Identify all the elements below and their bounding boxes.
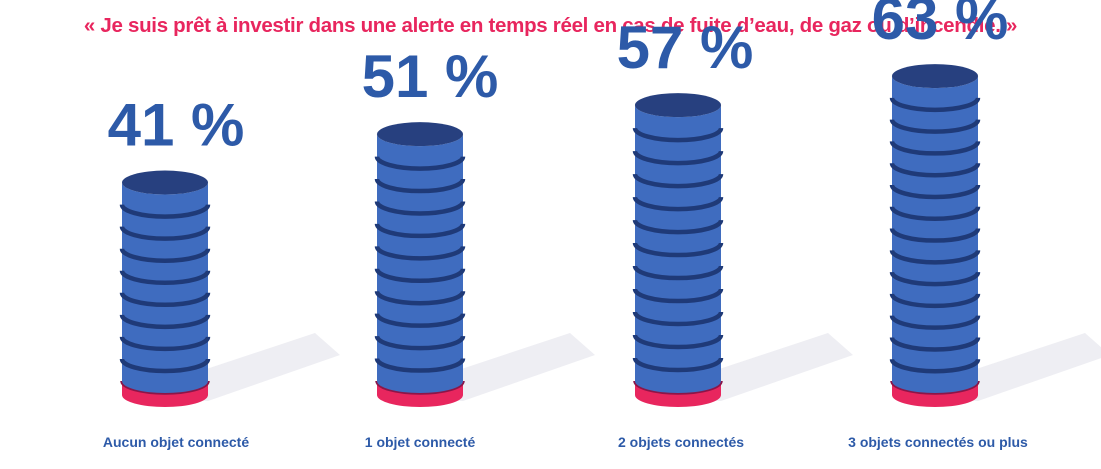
bar-coin-groove	[119, 270, 211, 285]
coin-stack-bar	[374, 122, 595, 407]
bar-coin-groove	[374, 313, 466, 328]
bar-coin-groove	[374, 335, 466, 351]
bar-coin-groove	[119, 226, 211, 241]
bars-layer	[119, 64, 1101, 407]
bar-coin-groove	[632, 150, 724, 166]
bar-coin-groove	[374, 358, 466, 373]
bar-coin-groove	[889, 249, 981, 265]
bar-coin-groove	[889, 97, 981, 113]
bar-coin-groove	[889, 315, 981, 330]
bar-coin-groove	[632, 288, 724, 304]
bar-coin-groove	[632, 173, 724, 189]
value-label: 51 %	[362, 43, 499, 110]
bar-coin-stack	[635, 105, 721, 394]
bar-coin-groove	[119, 336, 211, 352]
bar-coin-groove	[119, 248, 211, 263]
bar-coin-groove	[119, 292, 211, 308]
bar-coin-groove	[889, 293, 981, 309]
bar-coin-groove	[374, 156, 466, 171]
category-label: 2 objets connectés	[618, 434, 744, 450]
bar-coin-stack	[892, 76, 978, 393]
bar-coin-groove	[889, 140, 981, 156]
category-label: 1 objet connecté	[365, 434, 476, 450]
bar-coin-groove	[889, 206, 981, 221]
bar-top-face	[635, 93, 721, 118]
value-label: 41 %	[108, 92, 245, 159]
bar-coin-groove	[374, 201, 466, 216]
bar-coin-groove	[889, 228, 981, 243]
coin-stack-bar	[632, 93, 853, 407]
bar-coin-groove	[889, 358, 981, 374]
coin-stack-bar	[889, 64, 1101, 407]
bar-coin-groove	[632, 334, 724, 350]
bar-coin-groove	[632, 127, 724, 143]
category-label: Aucun objet connecté	[103, 434, 249, 450]
bar-coin-groove	[889, 162, 981, 178]
bar-coin-groove	[632, 357, 724, 373]
bar-coin-groove	[119, 204, 211, 219]
bar-top-face	[122, 170, 208, 195]
bar-coin-groove	[632, 242, 724, 258]
bar-coin-groove	[374, 223, 466, 239]
bar-coin-groove	[889, 119, 981, 134]
bar-coin-groove	[632, 219, 724, 235]
coin-stack-bar	[119, 170, 340, 407]
bar-coin-groove	[889, 271, 981, 287]
chart-title: « Je suis prêt à investir dans une alert…	[83, 14, 1018, 37]
bar-coin-groove	[632, 265, 724, 281]
labels-layer: 41 % Aucun objet connecté 51 % 1 objet conn…	[103, 0, 1028, 450]
bar-coin-groove	[374, 290, 466, 306]
value-label: 63 %	[872, 0, 1009, 52]
bar-coin-groove	[119, 358, 211, 374]
bar-coin-groove	[119, 314, 211, 330]
bar-coin-groove	[889, 184, 981, 200]
bar-coin-groove	[889, 336, 981, 352]
bar-top-face	[892, 64, 978, 89]
bar-coin-groove	[632, 196, 724, 212]
bar-coin-stack	[377, 134, 463, 393]
bar-coin-groove	[374, 178, 466, 194]
bar-coin-groove	[632, 311, 724, 327]
category-label: 3 objets connectés ou plus	[848, 434, 1028, 450]
bar-top-face	[377, 122, 463, 147]
bar-coin-groove	[374, 245, 466, 261]
bar-coin-groove	[374, 268, 466, 284]
value-label: 57 %	[617, 14, 754, 81]
